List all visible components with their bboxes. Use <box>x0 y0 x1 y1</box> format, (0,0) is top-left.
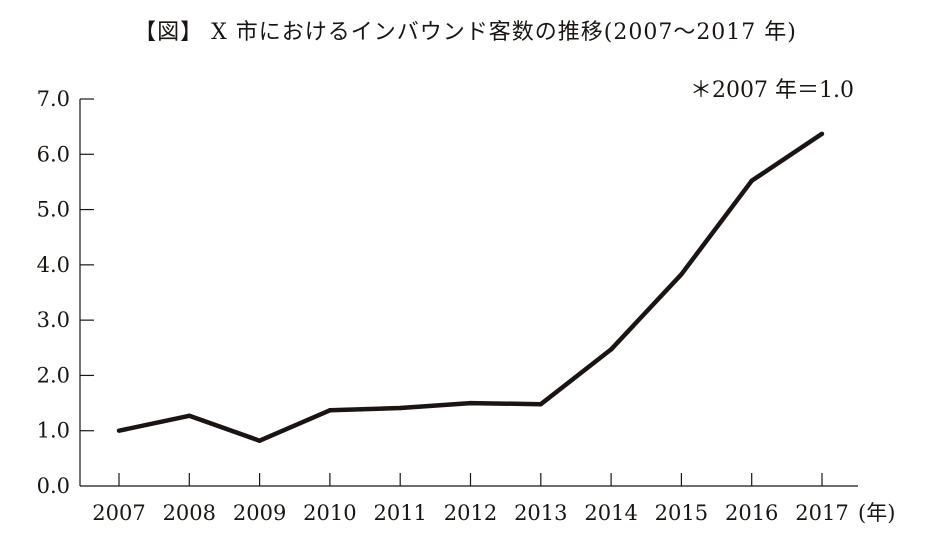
data-point <box>608 347 614 352</box>
x-tick-label: 2009 <box>233 501 286 525</box>
x-tick-label: 2012 <box>444 501 497 525</box>
data-point <box>749 178 754 184</box>
x-tick-label: 2010 <box>303 501 356 525</box>
series-line <box>118 131 824 443</box>
y-tick-label: 3.0 <box>37 308 70 332</box>
x-axis-label: (年) <box>858 501 895 525</box>
x-tick-label: 2016 <box>725 501 778 525</box>
data-point <box>327 408 333 413</box>
data-point <box>819 131 825 137</box>
y-tick-label: 1.0 <box>37 419 70 443</box>
chart-annotation: ＊2007 年＝1.0 <box>690 78 854 103</box>
y-tick-label: 7.0 <box>37 87 70 111</box>
data-point <box>116 428 122 433</box>
data-point <box>398 405 403 411</box>
data-point <box>538 401 543 407</box>
y-tick-label: 5.0 <box>37 198 70 222</box>
y-tick-label: 4.0 <box>37 253 70 277</box>
x-tick-label: 2015 <box>655 501 708 525</box>
data-point <box>257 438 262 443</box>
x-tick-label: 2017 <box>795 501 848 525</box>
y-tick-label: 0.0 <box>37 474 70 498</box>
y-tick-label: 2.0 <box>37 363 70 387</box>
x-tick-label: 2013 <box>514 501 567 525</box>
x-tick-label: 2008 <box>163 501 216 525</box>
data-point <box>187 413 192 418</box>
data-point <box>679 272 684 277</box>
x-tick-label: 2014 <box>584 501 637 525</box>
x-tick-label: 2007 <box>92 501 145 525</box>
x-tick-label: 2011 <box>373 501 426 525</box>
data-point <box>468 400 473 406</box>
chart-title: 【図】 X 市におけるインバウンド客数の推移(2007〜2017 年) <box>134 20 797 45</box>
y-tick-label: 6.0 <box>37 142 70 166</box>
